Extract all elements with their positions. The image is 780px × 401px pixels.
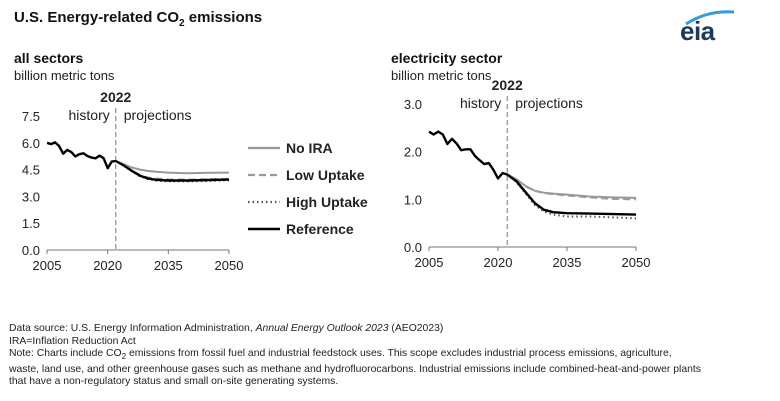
title-subscript: 2 xyxy=(179,18,185,29)
page-title: U.S. Energy-related CO2 emissions xyxy=(14,9,262,29)
left-chart-unit: billion metric tons xyxy=(14,68,115,83)
left-chart-history-line xyxy=(46,141,116,170)
left-chart-y-tick-label: 3.0 xyxy=(22,189,40,204)
ira-note: IRA=Inflation Reduction Act xyxy=(9,335,136,347)
scope-note-line-1: Note: Charts include CO2 emissions from … xyxy=(9,348,774,364)
left-chart-divider-label: 2022 xyxy=(100,89,131,105)
legend: No IRA Low Uptake High Uptake Reference xyxy=(248,140,368,237)
left-chart-y-tick-label: 1.5 xyxy=(22,216,40,231)
legend-label-low-uptake: Low Uptake xyxy=(286,167,365,183)
left-chart-y-tick-label: 7.5 xyxy=(22,109,40,124)
legend-label-high-uptake: High Uptake xyxy=(286,194,368,210)
right-chart-series-low-uptake xyxy=(506,173,637,201)
right-chart-history-label: history xyxy=(460,95,501,111)
left-chart-x-tick-label: 2005 xyxy=(33,258,62,273)
right-chart-projections-label: projections xyxy=(515,95,583,111)
scope-note-line-2: waste, land use, and other greenhouse ga… xyxy=(9,363,701,375)
left-chart-y-tick-label: 0.0 xyxy=(22,243,40,258)
right-chart-history-line xyxy=(428,130,508,180)
eia-logo-swoosh-icon xyxy=(685,10,735,26)
right-chart: 0.0 1.0 2.0 3.0 2005 2020 2035 2050 2022 history p… xyxy=(404,77,651,270)
scope-note-subscript: 2 xyxy=(121,352,127,362)
scope-note-prefix: Note: Charts include CO xyxy=(9,348,122,359)
left-chart: 0.0 1.5 3.0 4.5 6.0 7.5 2005 2020 2035 2050 2022 hi… xyxy=(22,89,244,273)
eia-logo-text: eia xyxy=(680,16,715,46)
title-prefix: U.S. Energy-related CO xyxy=(14,9,180,26)
right-chart-x-tick-label: 2035 xyxy=(553,255,582,270)
right-chart-y-tick-label: 0.0 xyxy=(404,240,422,255)
right-chart-y-tick-label: 3.0 xyxy=(404,97,422,112)
right-chart-unit: billion metric tons xyxy=(391,68,492,83)
right-chart-x-tick-label: 2050 xyxy=(622,255,651,270)
right-chart-y-tick-label: 2.0 xyxy=(404,145,422,160)
left-chart-y-tick-label: 4.5 xyxy=(22,163,40,178)
source-prefix: Data source: U.S. Energy Information Adm… xyxy=(9,323,256,334)
legend-label-no-ira: No IRA xyxy=(286,140,333,156)
legend-label-reference: Reference xyxy=(286,221,354,237)
left-chart-x-tick-label: 2035 xyxy=(154,258,183,273)
notes-block: Data source: U.S. Energy Information Adm… xyxy=(9,323,774,389)
source-title: Annual Energy Outlook 2023 xyxy=(255,323,389,334)
left-chart-x-tick-label: 2050 xyxy=(215,258,244,273)
scope-note-line-3: that have a non-regulatory status and sm… xyxy=(9,376,339,388)
source-suffix: (AEO2023) xyxy=(388,323,444,334)
right-chart-x-tick-label: 2005 xyxy=(415,255,444,270)
left-chart-projections-label: projections xyxy=(124,107,192,123)
right-chart-title: electricity sector xyxy=(391,50,503,66)
left-chart-series-reference xyxy=(115,159,230,182)
right-chart-x-tick-label: 2020 xyxy=(484,255,513,270)
left-chart-title: all sectors xyxy=(14,50,84,66)
scope-note-suffix: emissions from fossil fuel and industria… xyxy=(126,348,672,359)
right-chart-y-tick-label: 1.0 xyxy=(404,192,422,207)
title-suffix: emissions xyxy=(184,9,263,26)
left-chart-x-tick-label: 2020 xyxy=(93,258,122,273)
left-chart-y-tick-label: 6.0 xyxy=(22,136,40,151)
charts-canvas: 0.0 1.5 3.0 4.5 6.0 7.5 2005 2020 2035 2050 2022 hi… xyxy=(22,77,651,273)
left-chart-history-label: history xyxy=(69,107,110,123)
right-chart-divider-label: 2022 xyxy=(492,77,523,93)
right-chart-series-reference xyxy=(506,173,637,216)
source-note: Data source: U.S. Energy Information Adm… xyxy=(9,323,774,336)
left-chart-series-no-ira xyxy=(115,160,230,175)
